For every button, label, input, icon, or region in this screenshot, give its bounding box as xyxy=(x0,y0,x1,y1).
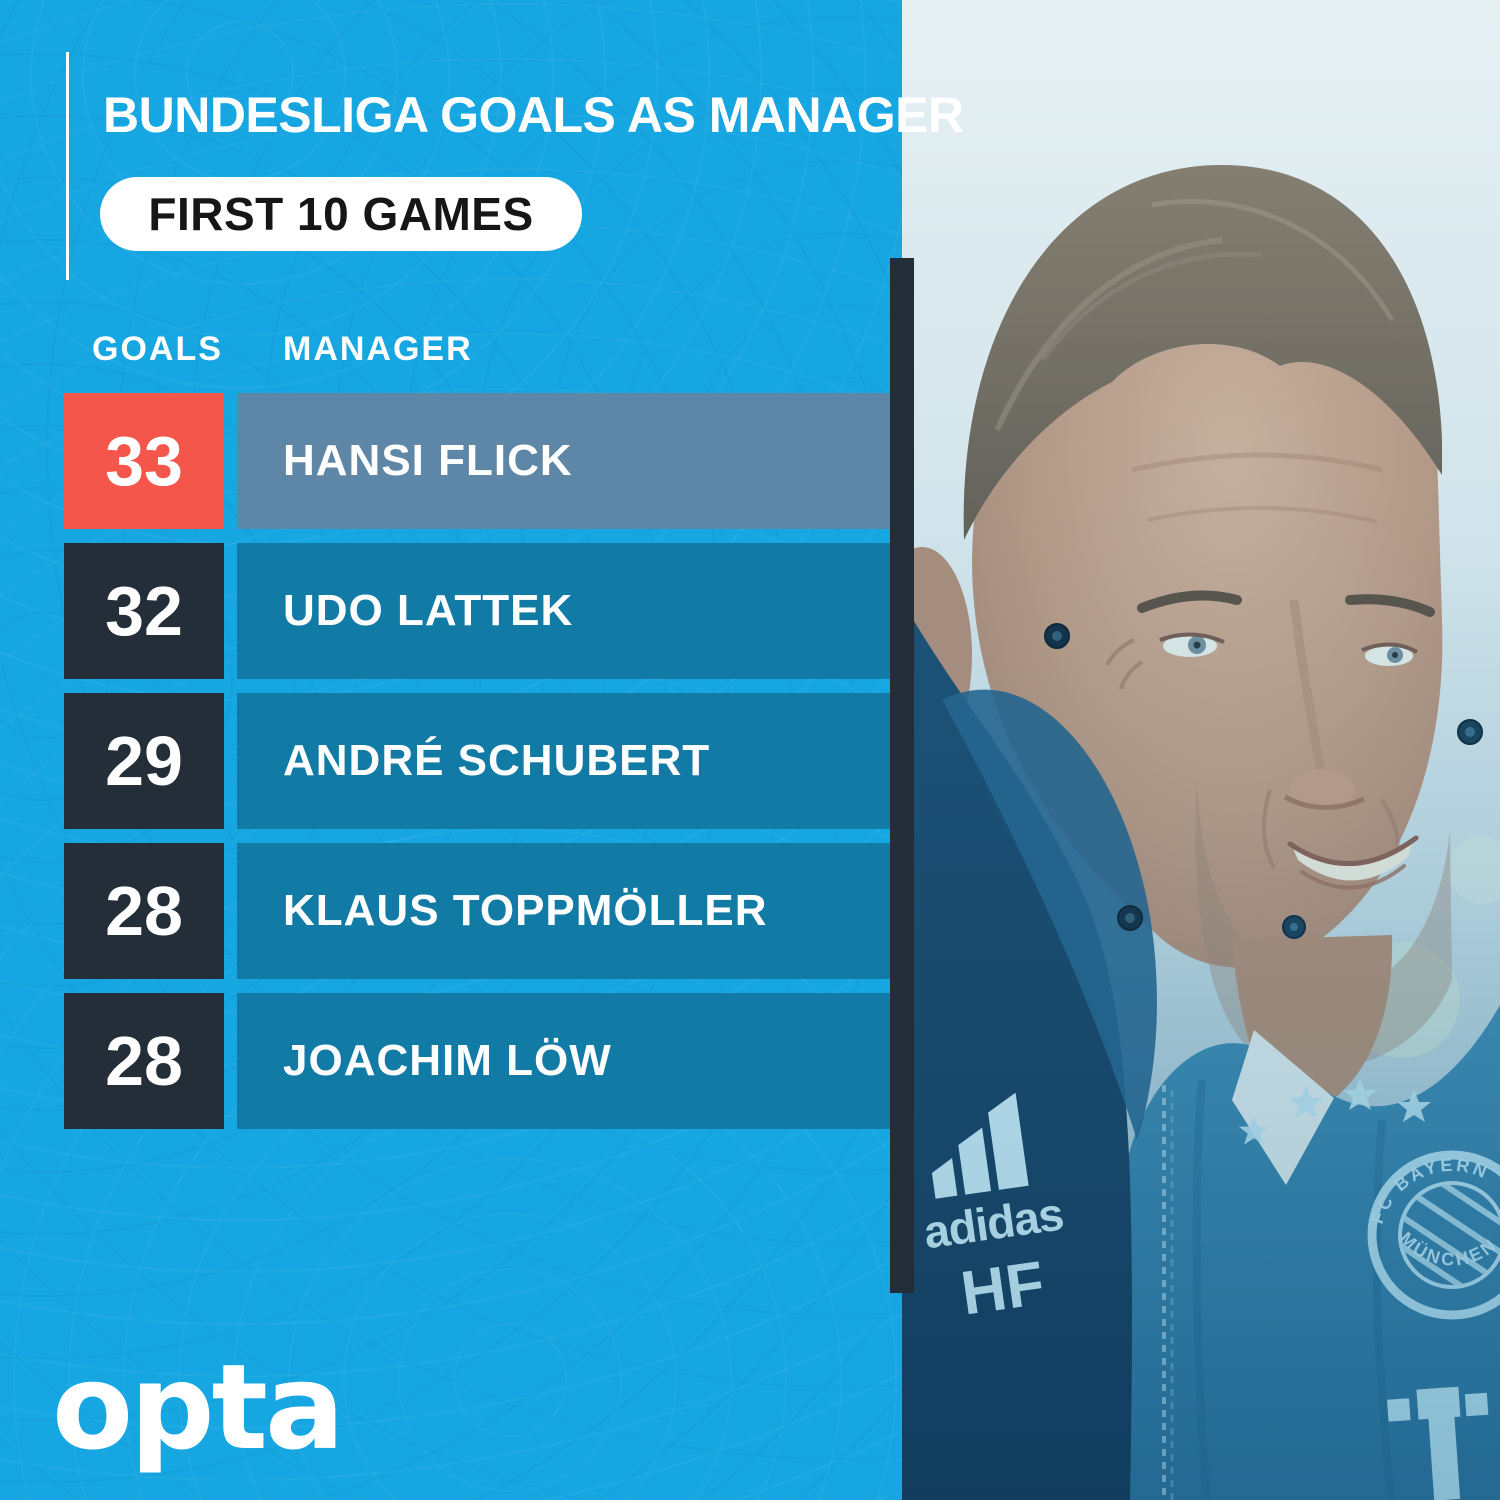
manager-name-bar: JOACHIM LÖW xyxy=(237,993,890,1129)
manager-name: JOACHIM LÖW xyxy=(283,1036,612,1085)
manager-name: ANDRÉ SCHUBERT xyxy=(283,736,711,785)
opta-logo: opta xyxy=(52,1338,345,1476)
goals-value: 28 xyxy=(105,872,183,950)
column-headers: GOALS MANAGER xyxy=(0,330,890,370)
table-row: 33 HANSI FLICK xyxy=(0,393,890,529)
manager-name-bar: ANDRÉ SCHUBERT xyxy=(237,693,890,829)
goals-value-box: 33 xyxy=(64,393,224,529)
manager-column-header: MANAGER xyxy=(283,330,473,368)
manager-name-bar: UDO LATTEK xyxy=(237,543,890,679)
goals-value: 33 xyxy=(105,422,183,500)
goals-value: 32 xyxy=(105,572,183,650)
manager-name-bar: KLAUS TOPPMÖLLER xyxy=(237,843,890,979)
title-rule xyxy=(66,52,69,280)
subtitle-text: FIRST 10 GAMES xyxy=(148,188,534,240)
manager-photo-illustration: adidas HF FC BAYERN xyxy=(902,0,1500,1500)
table-row: 32 UDO LATTEK xyxy=(0,543,890,679)
goals-value-box: 28 xyxy=(64,993,224,1129)
goals-value-box: 28 xyxy=(64,843,224,979)
table-row: 28 JOACHIM LÖW xyxy=(0,993,890,1129)
manager-name: KLAUS TOPPMÖLLER xyxy=(283,886,768,935)
manager-name: UDO LATTEK xyxy=(283,586,574,635)
goals-value: 28 xyxy=(105,1022,183,1100)
table-row: 29 ANDRÉ SCHUBERT xyxy=(0,693,890,829)
manager-name: HANSI FLICK xyxy=(283,436,573,485)
subtitle-pill: FIRST 10 GAMES xyxy=(100,177,582,251)
goals-value-box: 29 xyxy=(64,693,224,829)
divider-strip xyxy=(890,258,914,1293)
manager-name-bar: HANSI FLICK xyxy=(237,393,890,529)
page-title: BUNDESLIGA GOALS AS MANAGER xyxy=(103,87,964,143)
manager-photo: adidas HF FC BAYERN xyxy=(902,0,1500,1500)
table-row: 28 KLAUS TOPPMÖLLER xyxy=(0,843,890,979)
goals-value-box: 32 xyxy=(64,543,224,679)
goals-column-header: GOALS xyxy=(92,330,223,368)
goals-value: 29 xyxy=(105,722,183,800)
photo-tint xyxy=(902,0,1500,1500)
